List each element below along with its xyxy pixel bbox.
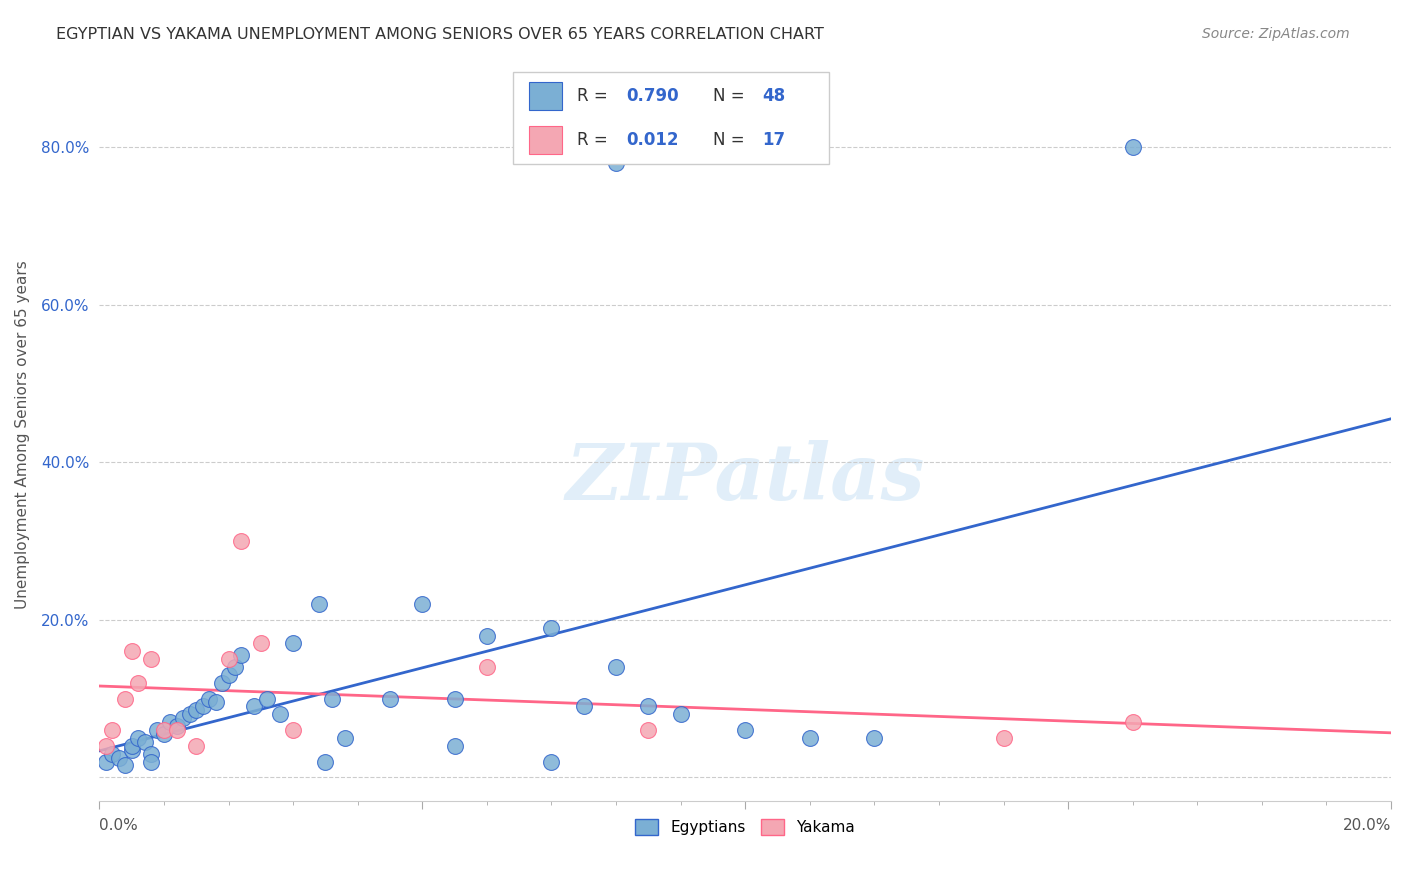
Point [224,660,246,674]
Point [269,707,291,722]
Point [153,723,176,737]
FancyBboxPatch shape [530,127,562,154]
Point [231,648,253,663]
Point [101,747,124,761]
Point [734,723,756,737]
Point [669,707,692,722]
Point [153,727,176,741]
Point [179,707,201,722]
Point [127,731,149,745]
Text: 0.012: 0.012 [626,131,679,149]
Point [186,739,208,753]
Point [107,750,129,764]
Point [134,735,156,749]
Text: N =: N = [713,87,749,104]
Point [443,691,465,706]
Point [204,695,226,709]
Point [191,699,214,714]
Point [198,691,221,706]
Point [540,621,562,635]
Text: 0.790: 0.790 [626,87,679,104]
Text: EGYPTIAN VS YAKAMA UNEMPLOYMENT AMONG SENIORS OVER 65 YEARS CORRELATION CHART: EGYPTIAN VS YAKAMA UNEMPLOYMENT AMONG SE… [56,27,824,42]
Point [249,636,271,650]
Point [114,758,136,772]
Point [1122,140,1144,154]
Point [101,723,124,737]
Legend: Egyptians, Yakama: Egyptians, Yakama [626,810,865,845]
FancyBboxPatch shape [513,72,830,164]
Point [637,699,659,714]
Point [1122,715,1144,730]
Text: 17: 17 [762,131,785,149]
Point [159,715,181,730]
Point [443,739,465,753]
Point [475,660,498,674]
Text: R =: R = [578,87,613,104]
Point [243,699,266,714]
Point [186,703,208,717]
Point [308,597,330,611]
Point [799,731,821,745]
Point [378,691,401,706]
Point [172,711,194,725]
Point [540,755,562,769]
Text: 48: 48 [762,87,785,104]
FancyBboxPatch shape [530,82,562,110]
Text: R =: R = [578,131,613,149]
Point [166,723,188,737]
Point [993,731,1015,745]
Point [256,691,278,706]
Point [231,534,253,549]
Point [281,636,304,650]
Text: Source: ZipAtlas.com: Source: ZipAtlas.com [1202,27,1350,41]
Point [94,739,117,753]
Point [127,675,149,690]
Point [475,628,498,642]
Point [114,691,136,706]
Point [218,652,240,666]
Point [218,668,240,682]
Point [121,742,143,756]
Text: 20.0%: 20.0% [1343,818,1391,833]
Point [146,723,169,737]
Point [211,675,233,690]
Point [411,597,433,611]
Point [321,691,343,706]
Point [166,719,188,733]
Point [139,755,162,769]
Point [605,660,627,674]
Point [139,652,162,666]
Text: ZIPatlas: ZIPatlas [565,441,925,516]
Point [314,755,336,769]
Text: 0.0%: 0.0% [100,818,138,833]
Point [121,644,143,658]
Point [121,739,143,753]
Point [281,723,304,737]
Point [139,747,162,761]
Point [94,755,117,769]
Point [605,156,627,170]
Y-axis label: Unemployment Among Seniors over 65 years: Unemployment Among Seniors over 65 years [15,260,30,609]
Point [333,731,356,745]
Point [572,699,595,714]
Point [863,731,886,745]
Text: N =: N = [713,131,749,149]
Point [637,723,659,737]
